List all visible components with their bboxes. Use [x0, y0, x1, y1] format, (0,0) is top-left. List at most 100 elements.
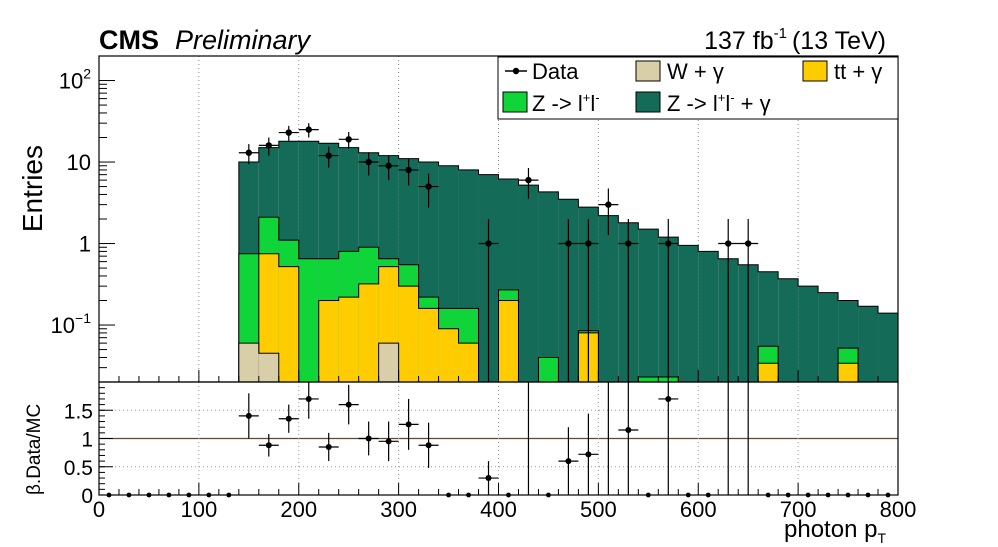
x-tick-label: 400	[480, 497, 517, 522]
bar-zllg	[638, 229, 659, 382]
data-marker	[325, 152, 332, 159]
x-tick-label: 300	[380, 497, 417, 522]
legend-data-marker	[512, 67, 520, 75]
legend-data-label: Data	[532, 59, 579, 84]
ratio-point	[238, 393, 259, 439]
bar-ttg	[278, 266, 299, 382]
bar-ttg	[258, 253, 279, 382]
ratio-y-tick-label: 1	[81, 429, 93, 452]
x-axis-label: photon pT	[784, 516, 886, 546]
legend-entry-ttg: tt + γ	[802, 59, 882, 84]
ratio-marker	[425, 442, 432, 449]
legend-entry-zll: Z -> l+l-	[502, 90, 600, 116]
ratio-point	[398, 398, 419, 450]
ratio-marker	[485, 475, 492, 482]
legend-zll-text: Z -> l	[532, 91, 583, 116]
data-point	[298, 123, 319, 138]
ratio-marker	[365, 435, 372, 442]
ratio-marker	[585, 451, 592, 458]
lumi-exponent: -1	[774, 25, 787, 42]
bar-ttg	[838, 363, 859, 382]
x-tick-label: 100	[181, 497, 218, 522]
bar-zllg	[778, 278, 799, 382]
ratio-marker	[265, 442, 272, 449]
data-marker	[625, 240, 632, 247]
ratio-marker	[665, 395, 672, 402]
ratio-point	[658, 382, 679, 495]
bar-ttg	[498, 300, 519, 382]
legend-entry-data: Data	[505, 59, 579, 84]
stacked-histogram	[99, 140, 898, 383]
bar-zllg	[858, 306, 879, 382]
data-marker	[525, 176, 532, 184]
x-tick-label: 0	[93, 497, 105, 522]
outline-zllg	[99, 140, 898, 383]
data-point	[518, 167, 539, 199]
bar-ttg	[458, 343, 479, 382]
ratio-marker	[305, 395, 312, 402]
data-marker	[345, 136, 352, 143]
bar-zll	[298, 258, 319, 382]
bar-zllg	[598, 215, 619, 382]
x-axis-label-main: photon p	[784, 516, 877, 543]
bar-ttg	[438, 328, 459, 382]
main-y-label: Entries	[17, 145, 48, 232]
legend-zll-label: Z -> l+l-	[532, 90, 600, 116]
data-marker	[405, 166, 412, 174]
data-marker	[385, 162, 392, 169]
lumi-value: 137 fb	[704, 27, 774, 55]
ratio-point	[478, 461, 499, 495]
data-point	[598, 188, 619, 236]
ratio-y-tick-label: 0.5	[64, 457, 93, 480]
ratio-grid	[99, 382, 898, 495]
data-point	[258, 137, 279, 156]
bar-zll	[638, 377, 659, 382]
ratio-marker	[405, 421, 412, 428]
legend-zllg-suffix: + γ	[735, 91, 771, 116]
y-tick-label: 1	[79, 232, 91, 257]
ratio-point	[558, 427, 579, 495]
data-point	[578, 219, 599, 382]
ratio-points	[106, 382, 891, 498]
bar-wg	[258, 353, 279, 382]
cms-label: CMS	[99, 25, 159, 55]
bar-zll	[538, 357, 559, 382]
y-tick-label: 10−1	[51, 310, 92, 338]
data-marker	[365, 158, 372, 166]
bar-zllg	[698, 251, 719, 382]
bar-ttg	[418, 308, 439, 382]
data-marker	[425, 183, 432, 190]
ratio-y-label: β.Data/MC	[24, 404, 45, 495]
ratio-point	[258, 433, 279, 457]
data-marker	[245, 149, 253, 156]
legend-zllg-text: Z -> l	[667, 91, 718, 116]
ratio-point	[278, 404, 299, 433]
data-point	[418, 173, 439, 208]
bar-zllg	[798, 286, 819, 382]
ratio-y-tick-label: 0	[81, 485, 93, 508]
ratio-marker	[245, 412, 252, 419]
ratio-point	[338, 384, 359, 425]
bar-zllg	[538, 191, 559, 382]
data-point	[618, 219, 639, 382]
ratio-point	[298, 382, 319, 419]
ratio-y-tick-label: 1.5	[64, 400, 93, 423]
data-marker	[725, 240, 732, 247]
data-marker	[744, 240, 752, 247]
legend-entry-zllg: Z -> l+l- + γ	[635, 90, 771, 116]
data-marker	[265, 142, 272, 149]
legend-wg-label: W + γ	[667, 59, 724, 84]
ratio-point	[378, 421, 399, 462]
legend: Data W + γ tt + γ Z -> l+l- Z -> l+l- + …	[497, 56, 899, 120]
data-point	[358, 152, 379, 176]
ratio-marker	[285, 415, 292, 422]
lumi-label: 137 fb-1 (13 TeV)	[704, 25, 886, 55]
bar-ttg	[398, 286, 419, 382]
bar-wg	[238, 343, 259, 382]
energy-label: (13 TeV)	[792, 27, 886, 55]
legend-ttg-swatch	[802, 60, 828, 82]
bar-zllg	[518, 185, 539, 382]
data-point	[318, 146, 339, 168]
ratio-point	[318, 432, 339, 462]
